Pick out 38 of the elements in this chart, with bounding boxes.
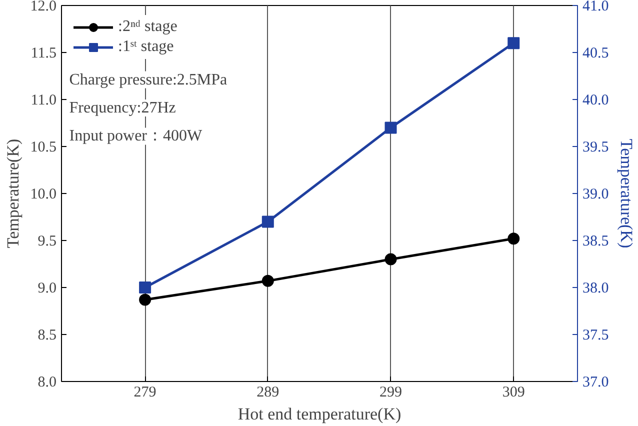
- y2-axis-title: Temperature(K): [616, 138, 636, 248]
- point: [139, 282, 152, 294]
- y-tick-label: 9.5: [38, 234, 56, 250]
- y-tick-label: 8.5: [38, 328, 56, 344]
- point: [384, 253, 397, 266]
- y-axis-title: Temperature(K): [3, 138, 22, 248]
- y2-tick-label: 39.5: [582, 140, 609, 156]
- x-tick-label: 289: [256, 384, 280, 400]
- y2-tick-label: 40.0: [582, 92, 609, 108]
- y2-tick-label: 38.5: [582, 234, 609, 250]
- annotation: Charge pressure:2.5MPa: [69, 71, 228, 88]
- y-tick-label: 8.0: [38, 374, 56, 390]
- point: [508, 232, 520, 245]
- annotation: Input power：400W: [69, 128, 203, 145]
- x-axis-title: Hot end temperature(K): [238, 404, 402, 424]
- y2-tick-label: 40.5: [582, 46, 609, 62]
- y-tick-label: 12.0: [30, 0, 56, 14]
- x-tick-label: 279: [134, 384, 156, 400]
- y-tick-label: 9.0: [38, 280, 56, 296]
- legend-label: :1ˢᵗ stage: [118, 37, 174, 57]
- legend-label: :2ⁿᵈ stage: [118, 17, 178, 37]
- y-tick-label: 11.0: [30, 92, 57, 108]
- annotation: Frequency:27Hz: [69, 100, 176, 116]
- y-tick-label: 11.5: [30, 46, 57, 62]
- y-tick-label: 10.0: [30, 186, 56, 202]
- y2-tick-label: 37.0: [582, 374, 609, 390]
- x-tick-label: 309: [502, 384, 525, 400]
- point: [508, 37, 520, 50]
- y2-tick-label: 37.5: [582, 328, 609, 344]
- point: [139, 294, 152, 306]
- x-tick-label: 299: [380, 384, 402, 400]
- y2-tick-label: 41.0: [582, 0, 609, 14]
- point: [262, 216, 274, 228]
- y2-tick-label: 39.0: [582, 186, 609, 202]
- y2-tick-label: 38.0: [582, 280, 609, 296]
- point: [262, 274, 274, 287]
- point: [384, 122, 397, 134]
- y-tick-label: 10.5: [30, 140, 56, 156]
